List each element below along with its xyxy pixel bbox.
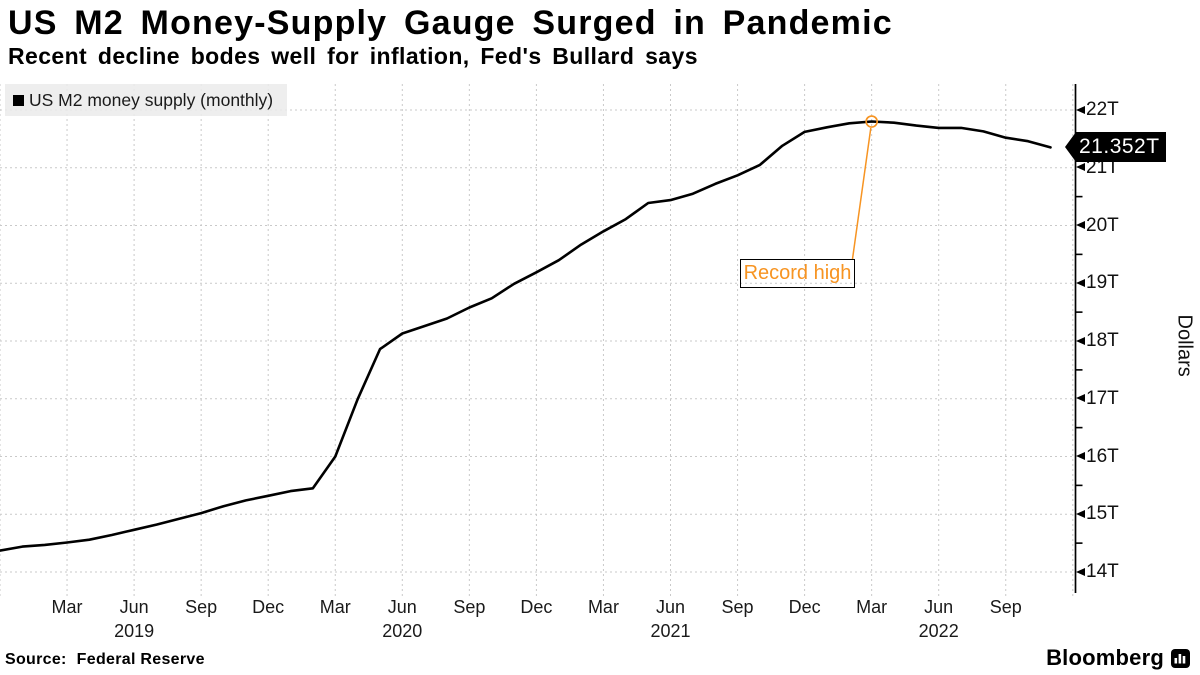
last-value-badge: 21.352T	[1065, 132, 1166, 162]
legend: US M2 money supply (monthly)	[5, 84, 288, 116]
badge-pointer-icon	[1065, 132, 1076, 162]
page-subtitle: Recent decline bodes well for inflation,…	[8, 43, 698, 69]
brand-name: Bloomberg	[1046, 645, 1164, 670]
source-label: Source:	[5, 651, 67, 668]
source-value: Federal Reserve	[76, 651, 205, 668]
y-axis-title: Dollars	[1173, 314, 1196, 377]
bloomberg-terminal-icon	[1171, 648, 1190, 668]
m2-supply-line	[0, 120, 1052, 552]
brand: Bloomberg	[1046, 645, 1190, 671]
annotation-record-high: Record high	[740, 259, 855, 288]
legend-swatch-icon	[13, 94, 24, 106]
record-high-marker-icon	[865, 115, 879, 128]
page-title: US M2 Money-Supply Gauge Surged in Pande…	[8, 4, 893, 42]
annotation-connector-line	[851, 127, 872, 260]
legend-label: US M2 money supply (monthly)	[29, 89, 274, 110]
source-line: Source: Federal Reserve	[5, 651, 205, 669]
last-value-label: 21.352T	[1076, 132, 1166, 162]
